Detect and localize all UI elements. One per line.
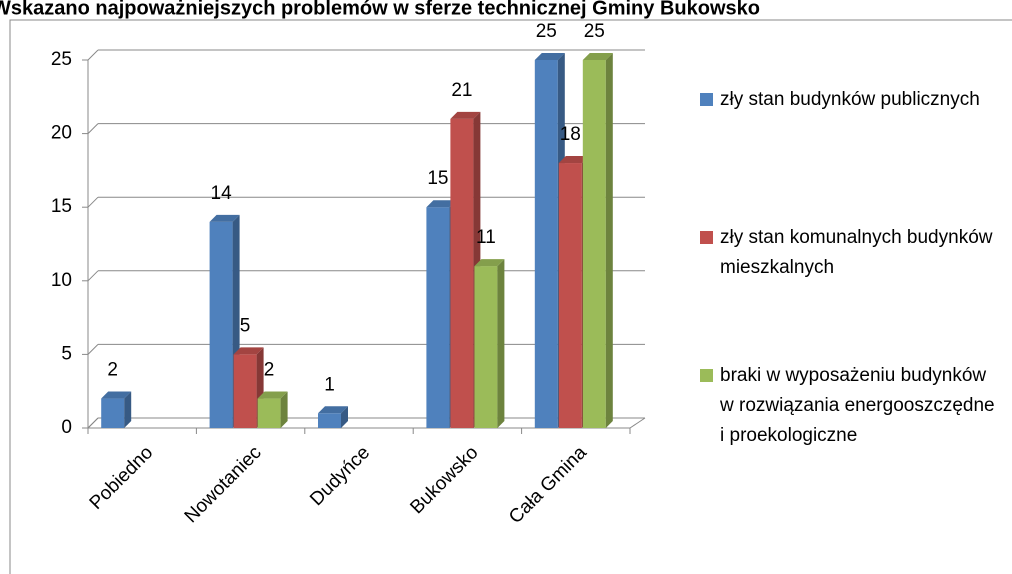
bar	[582, 53, 613, 428]
data-label: 2	[264, 360, 275, 381]
bar-top	[101, 391, 132, 399]
bar-top	[209, 214, 240, 222]
legend-label: zły stan komunalnych budynków mieszkalnyc…	[720, 227, 993, 278]
data-label: 15	[427, 168, 448, 189]
grid-line	[87, 270, 99, 282]
grid-line	[87, 196, 99, 208]
y-tick-label: 10	[51, 270, 72, 291]
bar-top	[534, 53, 565, 60]
y-tick-label: 20	[51, 123, 72, 144]
data-label: 18	[560, 124, 581, 145]
grid-line	[87, 123, 99, 134]
legend-swatch	[700, 369, 713, 382]
legend-line: zły stan komunalnych budynków	[720, 227, 993, 248]
grid-line	[87, 417, 99, 429]
data-label: 25	[584, 21, 605, 42]
data-label: 25	[536, 21, 557, 42]
legend-swatch	[700, 93, 713, 106]
bar-front	[450, 118, 474, 428]
axis-line	[629, 417, 646, 429]
x-tick-label: Cała Gmina	[505, 442, 591, 528]
legend-label: zły stan budynków publicznych	[720, 89, 980, 110]
y-tick-label: 25	[51, 49, 72, 70]
bar-top	[426, 200, 457, 208]
bar-top	[582, 53, 613, 60]
bar-front	[101, 398, 125, 428]
bar	[318, 406, 348, 428]
bar	[101, 391, 132, 428]
y-tick-label: 0	[61, 417, 72, 438]
bar	[474, 259, 505, 428]
bar-top	[450, 111, 481, 119]
data-label: 5	[240, 315, 251, 336]
data-label: 2	[107, 360, 118, 381]
bar-side	[124, 391, 132, 428]
bar-side	[280, 391, 288, 428]
legend-line: zły stan budynków publicznych	[720, 89, 980, 110]
bar-top	[474, 259, 505, 267]
y-tick-label: 5	[61, 343, 72, 364]
bar-front	[474, 266, 498, 428]
chart-title: Wskazano najpoważniejszych problemów w s…	[0, 0, 760, 19]
bar-side	[497, 259, 505, 428]
bar-front	[558, 163, 582, 429]
bar	[209, 214, 240, 428]
bar	[257, 391, 288, 428]
legend-line: braki w wyposażeniu budynków	[720, 365, 986, 386]
x-tick-label: Nowotaniec	[181, 442, 266, 527]
bar-front	[209, 221, 233, 428]
legend-label: braki w wyposażeniu budynków w rozwiązani…	[719, 365, 995, 446]
legend-line: mieszkalnych	[720, 257, 834, 278]
bar-front	[257, 398, 281, 428]
bar-front	[426, 207, 450, 428]
bar-side	[605, 53, 613, 428]
bar-front	[582, 60, 606, 428]
data-label: 11	[476, 227, 496, 248]
legend-swatch	[700, 231, 713, 244]
bar-side	[341, 406, 348, 428]
legend-line: w rozwiązania energooszczędne	[719, 395, 995, 416]
data-label: 14	[211, 183, 233, 204]
bar-top	[233, 347, 264, 355]
bar-front	[534, 60, 558, 428]
chart-border	[9, 19, 1012, 574]
data-label: 21	[451, 80, 472, 101]
x-tick-label: Dudyńce	[306, 442, 374, 510]
x-tick-label: Pobiedno	[86, 442, 158, 514]
x-tick-label: Bukowsko	[406, 442, 482, 518]
bar-top	[558, 156, 589, 164]
legend-line: i proekologiczne	[720, 425, 857, 446]
bar-top	[257, 391, 288, 399]
grid-line	[87, 344, 99, 355]
y-tick-label: 15	[51, 196, 72, 217]
grid-line	[87, 49, 99, 61]
bar-top	[318, 406, 348, 414]
bar-front	[233, 354, 257, 428]
bar-front	[318, 413, 341, 428]
data-label: 1	[324, 374, 335, 395]
